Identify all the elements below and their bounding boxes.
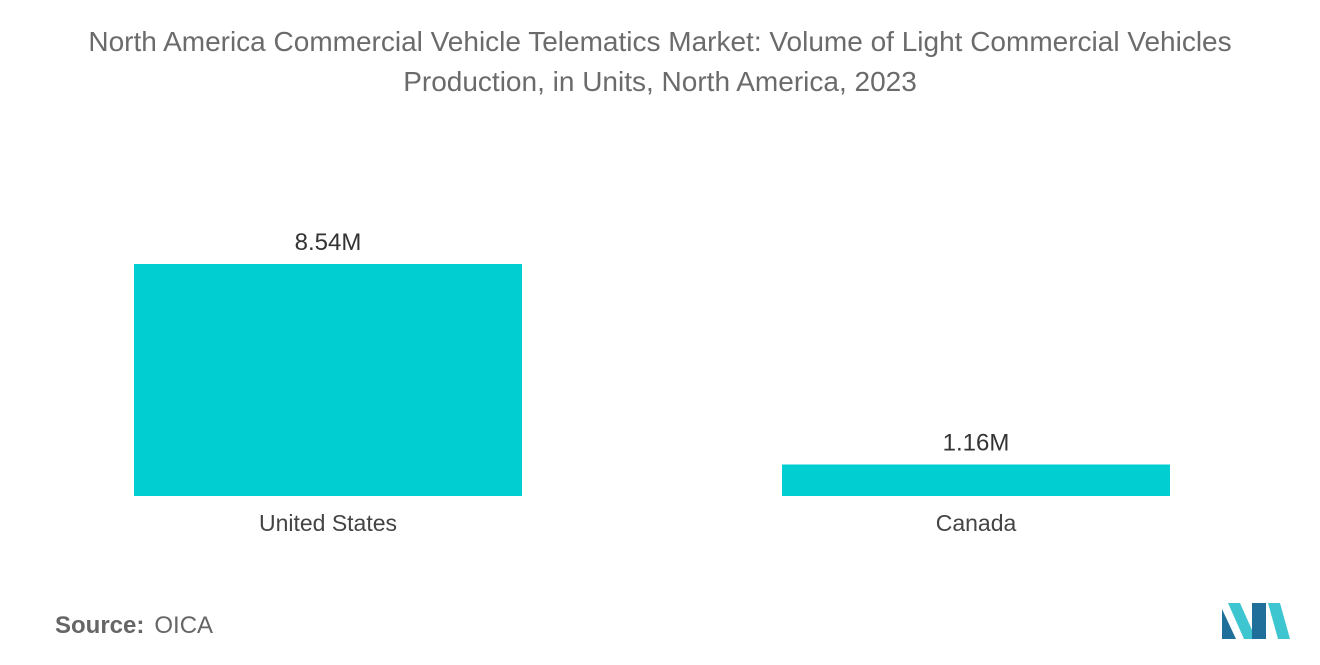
bar-united-states [134,264,522,496]
category-label: Canada [936,510,1017,536]
source-value: OICA [154,612,214,639]
logo-shape-tail [1268,603,1290,639]
category-label: United States [259,510,397,536]
data-label: 1.16M [943,429,1010,456]
source-label: Source: [55,612,145,639]
bar-chart: 8.54M United States 1.16M Canada [134,229,1170,536]
source-note: Source: OICA [55,612,213,640]
data-label: 8.54M [295,229,362,256]
logo-shape-left [1222,609,1236,639]
bar-canada [782,464,1170,496]
brand-logo [1222,603,1290,639]
chart-title: North America Commercial Vehicle Telemat… [88,26,1232,97]
logo-shape-right [1252,603,1266,639]
logo-shape-mid [1228,603,1256,639]
